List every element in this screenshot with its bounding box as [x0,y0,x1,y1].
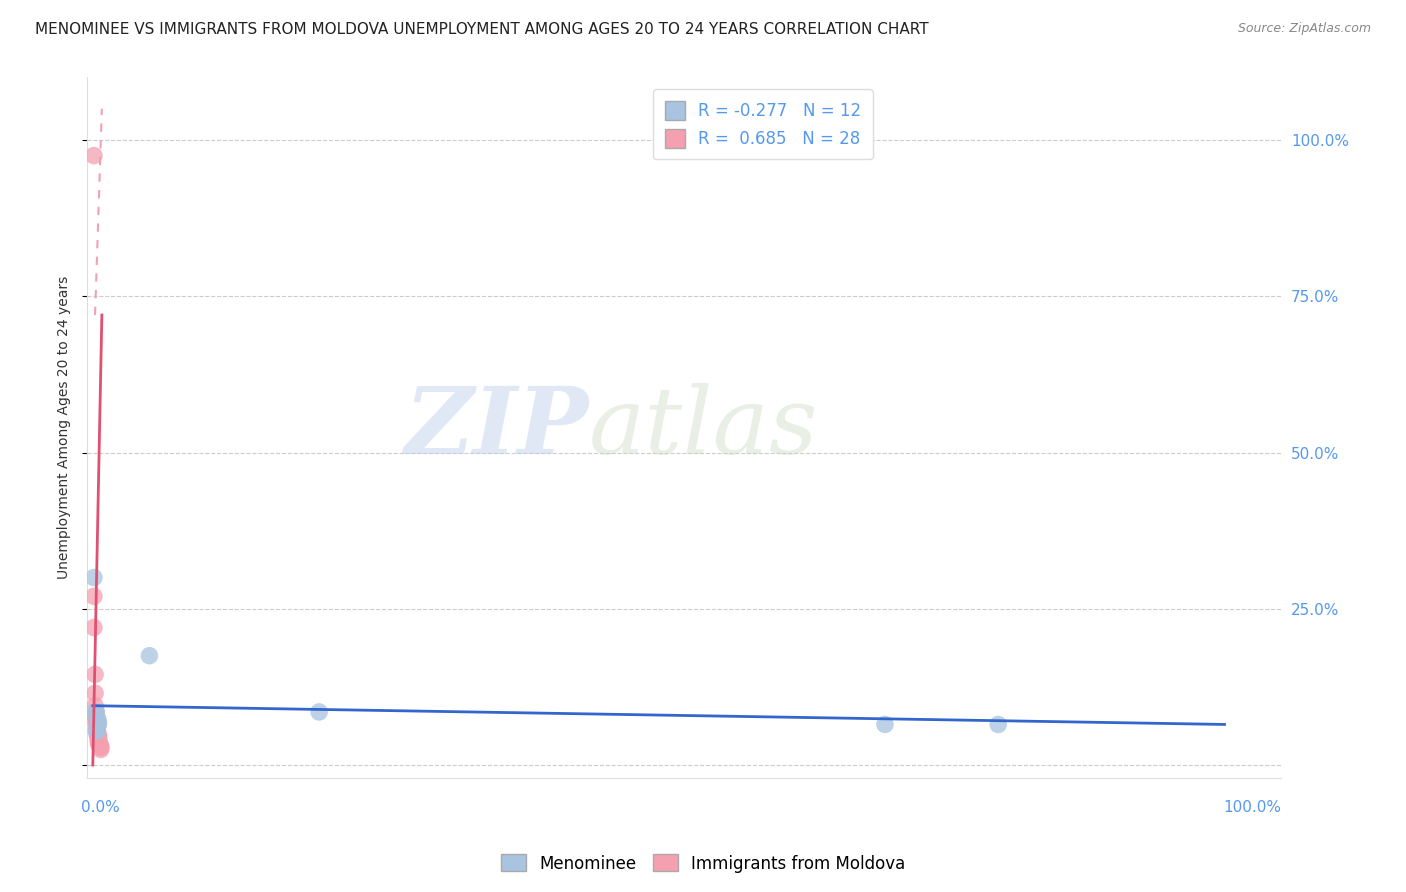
Point [84,667,107,681]
Point [87,730,110,744]
Text: atlas: atlas [589,383,818,473]
Point [86,723,108,738]
Point [83,148,105,162]
Point [873,717,896,731]
Point [83,570,105,584]
Legend: R = -0.277   N = 12, R =  0.685   N = 28: R = -0.277 N = 12, R = 0.685 N = 28 [652,89,873,160]
Point [84,705,107,719]
Legend: Menominee, Immigrants from Moldova: Menominee, Immigrants from Moldova [494,847,912,880]
Text: Source: ZipAtlas.com: Source: ZipAtlas.com [1237,22,1371,36]
Point [84,705,107,719]
Point [89,739,111,754]
Point [87,717,110,731]
Text: 100.0%: 100.0% [1223,800,1281,815]
Point [86,711,108,725]
Point [90,739,112,754]
Point [84,698,107,713]
Point [90,742,112,756]
Point [90,740,112,755]
Point [86,721,108,735]
Point [308,705,330,719]
Point [138,648,160,663]
Point [87,734,110,748]
Point [89,738,111,752]
Point [84,723,107,738]
Point [83,621,105,635]
Point [87,733,110,747]
Point [84,708,107,723]
Point [84,711,107,725]
Point [87,728,110,742]
Point [87,714,110,729]
Point [86,717,108,731]
Point [84,686,107,700]
Point [87,731,110,746]
Point [84,714,107,729]
Point [83,589,105,603]
Y-axis label: Unemployment Among Ages 20 to 24 years: Unemployment Among Ages 20 to 24 years [58,276,72,579]
Point [89,736,111,750]
Point [84,717,107,731]
Text: 0.0%: 0.0% [82,800,121,815]
Text: ZIP: ZIP [405,383,589,473]
Point [987,717,1010,731]
Point [84,705,107,719]
Text: MENOMINEE VS IMMIGRANTS FROM MOLDOVA UNEMPLOYMENT AMONG AGES 20 TO 24 YEARS CORR: MENOMINEE VS IMMIGRANTS FROM MOLDOVA UNE… [35,22,929,37]
Point [86,725,108,739]
Point [87,736,110,750]
Point [86,723,108,738]
Point [86,728,108,742]
